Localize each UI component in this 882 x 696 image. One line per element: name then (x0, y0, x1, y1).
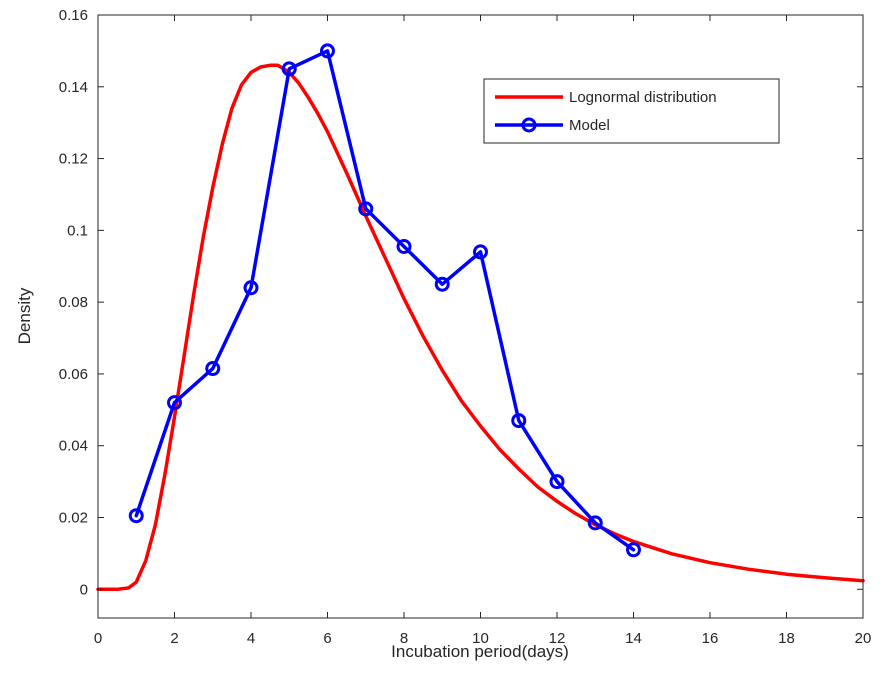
x-tick-label: 12 (549, 630, 566, 647)
legend-label-lognormal: Lognormal distribution (569, 89, 717, 106)
x-tick-label: 0 (94, 630, 102, 647)
x-tick-label: 6 (323, 630, 331, 647)
x-axis-title: Incubation period(days) (391, 642, 569, 661)
y-tick-label: 0.16 (59, 7, 88, 24)
y-tick-label: 0.04 (59, 438, 88, 455)
model-point (243, 280, 259, 296)
model-point (511, 413, 527, 429)
axis-ticks (97, 14, 864, 618)
model-point (587, 515, 603, 531)
y-axis-title: Density (15, 287, 34, 344)
model-point (205, 361, 221, 377)
x-tick-label: 8 (400, 630, 408, 647)
model-point (626, 542, 641, 558)
model-point (549, 474, 565, 490)
y-tick-labels: 0 0.02 0.04 0.06 0.08 0.1 0.12 0.14 0.16 (59, 7, 88, 598)
series-lines (96, 49, 865, 592)
legend-label-model: Model (569, 117, 610, 134)
model-point (473, 244, 488, 260)
legend-marker-model (521, 117, 537, 133)
y-tick-label: 0.02 (59, 510, 88, 527)
model-point (281, 61, 297, 77)
model-line (134, 49, 636, 552)
x-tick-label: 14 (625, 630, 642, 647)
y-tick-label: 0.12 (59, 151, 88, 168)
y-tick-label: 0.1 (67, 222, 88, 239)
y-tick-label: 0.08 (59, 294, 88, 311)
model-point (396, 239, 412, 255)
x-tick-label: 10 (472, 630, 489, 647)
model-point (128, 508, 144, 524)
y-tick-label: 0.14 (59, 79, 88, 96)
x-tick-label: 4 (247, 630, 255, 647)
legend: Lognormal distribution Model (483, 78, 780, 144)
legend-box (483, 78, 780, 144)
model-point (320, 43, 335, 59)
series-markers (128, 43, 641, 558)
x-tick-label: 2 (170, 630, 178, 647)
x-tick-labels: 0 2 4 6 8 10 12 14 16 18 20 (94, 630, 872, 647)
model-point (358, 201, 374, 217)
model-point (167, 395, 182, 411)
model-point (434, 276, 450, 292)
x-tick-label: 20 (855, 630, 872, 647)
y-tick-label: 0 (80, 581, 88, 598)
x-tick-label: 18 (778, 630, 795, 647)
x-tick-label: 16 (702, 630, 719, 647)
y-tick-label: 0.06 (59, 366, 88, 383)
